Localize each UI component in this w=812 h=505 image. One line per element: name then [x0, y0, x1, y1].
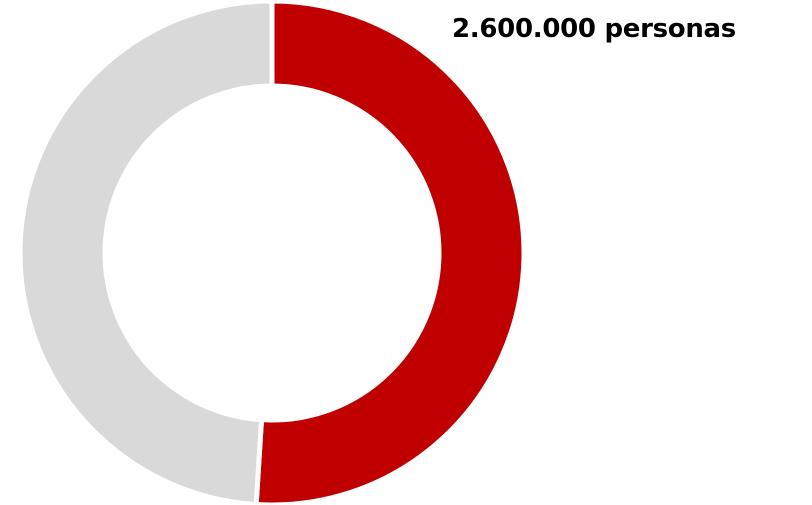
donut-slice-1: [253, 0, 527, 505]
donut-slices: [17, 0, 527, 505]
donut-slice-2: [17, 0, 275, 505]
population-annotation: 2.600.000 personas: [452, 14, 736, 44]
